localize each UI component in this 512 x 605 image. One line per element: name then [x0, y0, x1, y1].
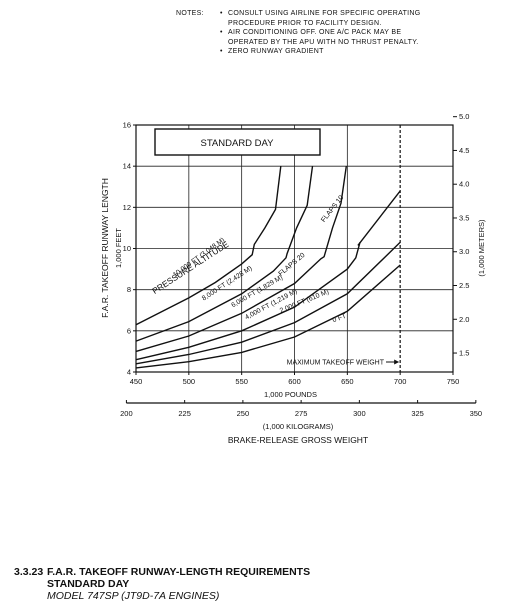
y2-tick-label: 4.0 [459, 180, 469, 189]
note-item: AIR CONDITIONING OFF. ONE A/C PACK MAY B… [220, 28, 430, 47]
y-tick-label: 14 [123, 162, 131, 171]
x2-tick-label: 350 [470, 409, 483, 418]
series-line-3 [135, 242, 361, 361]
y-tick-label: 4 [127, 368, 131, 377]
caption-number: 3.3.23 [14, 566, 44, 578]
x2-tick-label: 250 [237, 409, 250, 418]
y2-tick-label: 4.5 [459, 146, 469, 155]
caption-subtitle: STANDARD DAY [47, 578, 130, 590]
x2-tick-label: 200 [120, 409, 133, 418]
x2-tick-label: 225 [178, 409, 191, 418]
x2-axis-label: (1,000 KILOGRAMS) [263, 422, 334, 431]
note-item: CONSULT USING AIRLINE FOR SPECIFIC OPERA… [220, 9, 430, 28]
x-tick-label: 750 [447, 377, 460, 386]
notes-list: CONSULT USING AIRLINE FOR SPECIFIC OPERA… [220, 9, 430, 57]
flaps-label: FLAPS 10 [320, 194, 345, 224]
x-axis-label: 1,000 POUNDS [264, 390, 317, 399]
series-line-1 [135, 166, 314, 342]
series-line-4 [135, 241, 401, 365]
x-tick-label: 550 [235, 377, 248, 386]
x-tick-label: 500 [183, 377, 196, 386]
series-line-6 [357, 190, 401, 246]
x-axis-main-label: BRAKE-RELEASE GROSS WEIGHT [228, 435, 368, 445]
x-tick-label: 600 [288, 377, 301, 386]
chart-curves [135, 166, 401, 369]
y-tick-label: 6 [127, 326, 131, 335]
y2-tick-label: 1.5 [459, 349, 469, 358]
x2-tick-label: 325 [411, 409, 424, 418]
series-line-0 [135, 166, 282, 326]
x-tick-label: 700 [394, 377, 407, 386]
title-box [154, 128, 321, 156]
y-axis-sublabel: 1,000 FEET [114, 228, 123, 268]
y2-tick-label: 5.0 [459, 112, 469, 121]
chart-axes [125, 116, 477, 404]
series-line-2 [135, 166, 347, 353]
max-weight-label: MAXIMUM TAKEOFF WEIGHT [287, 360, 385, 367]
y2-tick-label: 2.0 [459, 315, 469, 324]
chart-labels: 4 6 8 10 12 14 16 450 500 550 600 650 700 750 1.5 2.0 2.… [100, 112, 486, 445]
flaps-label: FLAPS 20 [278, 252, 307, 278]
y-tick-label: 10 [123, 244, 131, 253]
y2-axis-label: (1,000 METERS) [477, 219, 486, 277]
series-line-5 [135, 264, 401, 369]
y-axis-label: F.A.R. TAKEOFF RUNWAY LENGTH [100, 178, 110, 318]
runway-length-chart: 4 6 8 10 12 14 16 450 500 550 600 650 700 750 1.5 2.0 2.… [100, 112, 486, 445]
x-tick-label: 450 [130, 377, 143, 386]
caption-title: F.A.R. TAKEOFF RUNWAY-LENGTH REQUIREMENT… [47, 566, 311, 578]
notes-header: NOTES: [176, 10, 204, 17]
chart-title: STANDARD DAY [200, 138, 274, 149]
y-tick-label: 16 [123, 121, 131, 130]
note-item: ZERO RUNWAY GRADIENT [220, 47, 430, 57]
series-label: 0 FT [332, 313, 348, 324]
caption-model: MODEL 747SP (JT9D-7A ENGINES) [47, 590, 220, 602]
y-tick-label: 12 [123, 203, 131, 212]
y2-tick-label: 3.0 [459, 247, 469, 256]
max-weight-arrowhead [394, 359, 400, 365]
y2-tick-label: 2.5 [459, 281, 469, 290]
x2-tick-label: 300 [353, 409, 366, 418]
y-tick-label: 8 [127, 285, 131, 294]
chart-grid [135, 124, 454, 373]
y2-tick-label: 3.5 [459, 213, 469, 222]
x-tick-label: 650 [341, 377, 354, 386]
x2-tick-label: 275 [295, 409, 308, 418]
